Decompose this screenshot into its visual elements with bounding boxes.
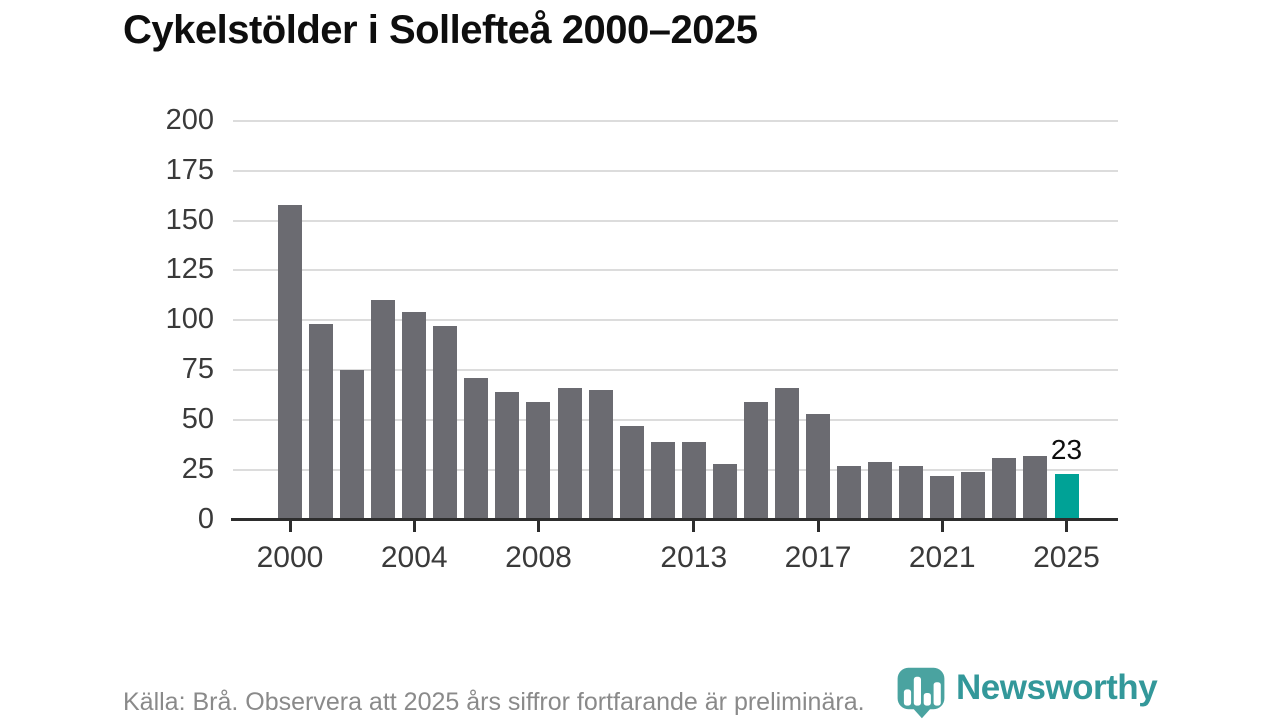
newsworthy-logo: Newsworthy [894, 666, 1158, 720]
y-axis-label-175: 175 [165, 153, 214, 186]
x-axis-label-2021: 2021 [908, 541, 976, 574]
bar-2017 [806, 413, 831, 520]
y-axis-label-0: 0 [197, 502, 214, 535]
bar-2015 [743, 401, 768, 520]
x-axis-tick-2004 [412, 519, 416, 532]
gridline-150 [233, 219, 1118, 222]
gridline-175 [233, 169, 1118, 172]
bar-2022 [961, 471, 986, 520]
x-axis-label-2004: 2004 [380, 541, 448, 574]
y-axis-label-150: 150 [165, 203, 214, 236]
bar-2019 [868, 461, 893, 520]
bar-2006 [464, 378, 489, 520]
source-note: Källa: Brå. Observera att 2025 års siffr… [123, 688, 865, 716]
bar-value-label: 23 [1050, 434, 1083, 465]
bar-2014 [712, 463, 737, 520]
bar-2002 [340, 370, 365, 520]
y-axis-label-125: 125 [165, 253, 214, 286]
x-axis-tick-2025 [1065, 519, 1068, 532]
bar-2009 [557, 387, 582, 520]
bar-2023 [992, 457, 1017, 520]
y-axis-label-100: 100 [165, 303, 214, 336]
bar-2008 [526, 401, 551, 520]
bar-2011 [619, 425, 644, 520]
bar-2024 [1023, 455, 1048, 520]
chart-title: Cykelstölder i Sollefteå 2000–2025 [123, 8, 758, 52]
bar-2003 [371, 300, 396, 520]
x-axis-tick-2008 [536, 519, 540, 532]
bar-2012 [650, 441, 675, 520]
gridline-125 [233, 269, 1118, 272]
x-axis-label-2008: 2008 [505, 541, 572, 574]
bar-2016 [774, 387, 799, 520]
y-axis-label-25: 25 [181, 452, 214, 485]
bar-2007 [495, 391, 520, 520]
x-axis-label-2000: 2000 [256, 541, 324, 574]
bar-2013 [681, 441, 706, 520]
y-axis-label-50: 50 [181, 402, 214, 435]
gridline-50 [233, 418, 1118, 421]
newsworthy-pin-icon [897, 667, 945, 719]
bar-2004 [402, 312, 427, 520]
gridline-75 [233, 369, 1118, 372]
bar-2000 [278, 204, 302, 520]
y-axis-label-200: 200 [165, 104, 214, 136]
x-axis-line [231, 518, 1118, 521]
x-axis-tick-2021 [940, 519, 944, 532]
gridline-25 [233, 468, 1118, 471]
bar-2020 [899, 465, 924, 520]
gridline-100 [233, 319, 1118, 322]
bar-2005 [433, 326, 458, 520]
x-axis-tick-2017 [816, 519, 820, 532]
bar-2010 [588, 389, 613, 520]
x-axis-tick-2013 [692, 519, 696, 532]
x-axis-label-2017: 2017 [784, 541, 852, 574]
x-axis-tick-2000 [288, 519, 292, 532]
bar-2021 [930, 475, 955, 520]
newsworthy-logo-text: Newsworthy [956, 668, 1158, 707]
bar-2018 [837, 465, 862, 520]
bar-2025 [1054, 473, 1079, 520]
x-axis-label-2025: 2025 [1033, 541, 1100, 574]
x-axis-label-2013: 2013 [660, 541, 728, 574]
gridline-200 [233, 120, 1118, 122]
bar-2001 [309, 324, 334, 520]
y-axis-label-75: 75 [181, 353, 214, 386]
